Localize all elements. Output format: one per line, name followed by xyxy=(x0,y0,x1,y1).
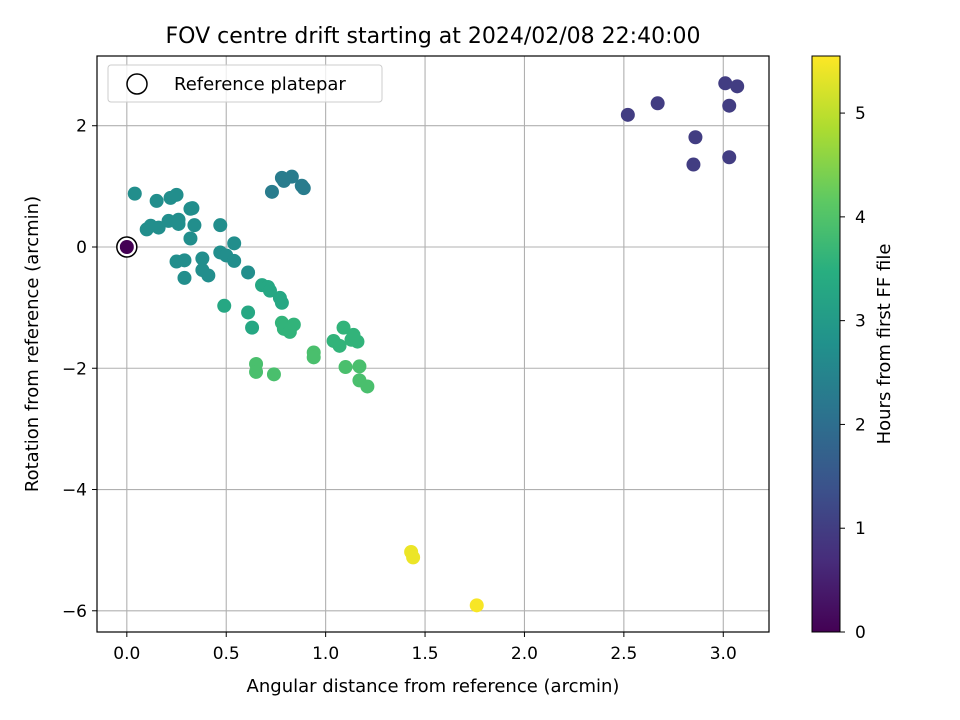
data-point xyxy=(306,350,321,365)
y-tick-label: −6 xyxy=(62,602,87,622)
colorbar-tick-label: 2 xyxy=(855,415,866,435)
legend-marker-icon xyxy=(126,73,148,95)
data-point xyxy=(650,96,665,111)
x-axis-label: Angular distance from reference (arcmin) xyxy=(247,676,620,697)
data-point xyxy=(296,181,311,196)
data-point xyxy=(241,265,256,280)
colorbar-tick-label: 0 xyxy=(855,623,866,643)
data-point xyxy=(722,150,737,165)
data-point xyxy=(245,320,260,335)
x-tick-label: 2.0 xyxy=(511,644,538,664)
y-axis-label: Rotation from reference (arcmin) xyxy=(22,196,43,492)
x-tick-label: 0.5 xyxy=(213,644,240,664)
data-point xyxy=(127,186,142,201)
data-point xyxy=(187,218,202,233)
data-point xyxy=(151,220,166,235)
colorbar-tick-label: 1 xyxy=(855,519,866,539)
x-axis-ticks: 0.0 0.5 1.0 1.5 2.0 2.5 3.0 xyxy=(113,632,737,664)
chart-title: FOV centre drift starting at 2024/02/08 … xyxy=(166,24,701,49)
data-point xyxy=(332,338,347,353)
data-point xyxy=(338,360,353,375)
colorbar-tick-label: 5 xyxy=(855,104,866,124)
data-point xyxy=(171,212,186,227)
data-point xyxy=(177,253,192,268)
data-point xyxy=(241,305,256,320)
legend-box xyxy=(107,64,383,103)
data-point xyxy=(406,550,421,565)
reference-point xyxy=(119,239,134,254)
x-tick-label: 0.0 xyxy=(113,644,140,664)
data-point xyxy=(227,253,242,268)
data-point xyxy=(201,268,216,283)
data-point xyxy=(217,298,232,313)
data-point xyxy=(185,201,200,216)
data-point xyxy=(360,379,375,394)
data-point xyxy=(249,364,264,379)
data-point xyxy=(469,598,484,613)
data-point xyxy=(213,218,228,233)
y-tick-label: −2 xyxy=(62,359,87,379)
data-point xyxy=(266,367,281,382)
colorbar: 0 1 2 3 4 5 Hours from first FF file xyxy=(811,55,895,643)
y-tick-label: −4 xyxy=(62,481,87,501)
x-tick-label: 2.5 xyxy=(610,644,637,664)
data-point xyxy=(149,193,164,208)
data-point xyxy=(195,251,210,266)
data-point xyxy=(286,317,301,332)
data-point xyxy=(718,76,733,91)
colorbar-tick-label: 4 xyxy=(855,208,866,228)
data-point xyxy=(264,184,279,199)
x-tick-label: 3.0 xyxy=(710,644,737,664)
data-point xyxy=(274,295,289,310)
x-tick-label: 1.0 xyxy=(312,644,339,664)
data-point xyxy=(336,320,351,335)
data-point xyxy=(722,98,737,113)
x-tick-label: 1.5 xyxy=(412,644,439,664)
legend-label: Reference platepar xyxy=(174,74,346,95)
colorbar-tick-label: 3 xyxy=(855,312,866,332)
plot-frame xyxy=(96,55,770,633)
data-point xyxy=(169,187,184,202)
data-point xyxy=(352,359,367,374)
grid xyxy=(97,56,769,632)
colorbar-gradient xyxy=(811,55,841,633)
y-axis-ticks: 2 0 −2 −4 −6 xyxy=(62,117,97,622)
data-point xyxy=(177,270,192,285)
colorbar-label: Hours from first FF file xyxy=(874,244,895,445)
colorbar-ticks: 0 1 2 3 4 5 xyxy=(840,104,866,643)
data-point xyxy=(688,130,703,145)
legend: Reference platepar xyxy=(107,64,383,103)
y-tick-label: 2 xyxy=(76,117,87,137)
data-point xyxy=(620,107,635,122)
data-point xyxy=(183,231,198,246)
data-points xyxy=(116,76,745,613)
data-point xyxy=(350,334,365,349)
data-point xyxy=(686,157,701,172)
data-point xyxy=(730,79,745,94)
y-tick-label: 0 xyxy=(76,238,87,258)
data-point xyxy=(284,169,299,184)
data-point xyxy=(262,283,277,298)
data-point xyxy=(227,236,242,251)
